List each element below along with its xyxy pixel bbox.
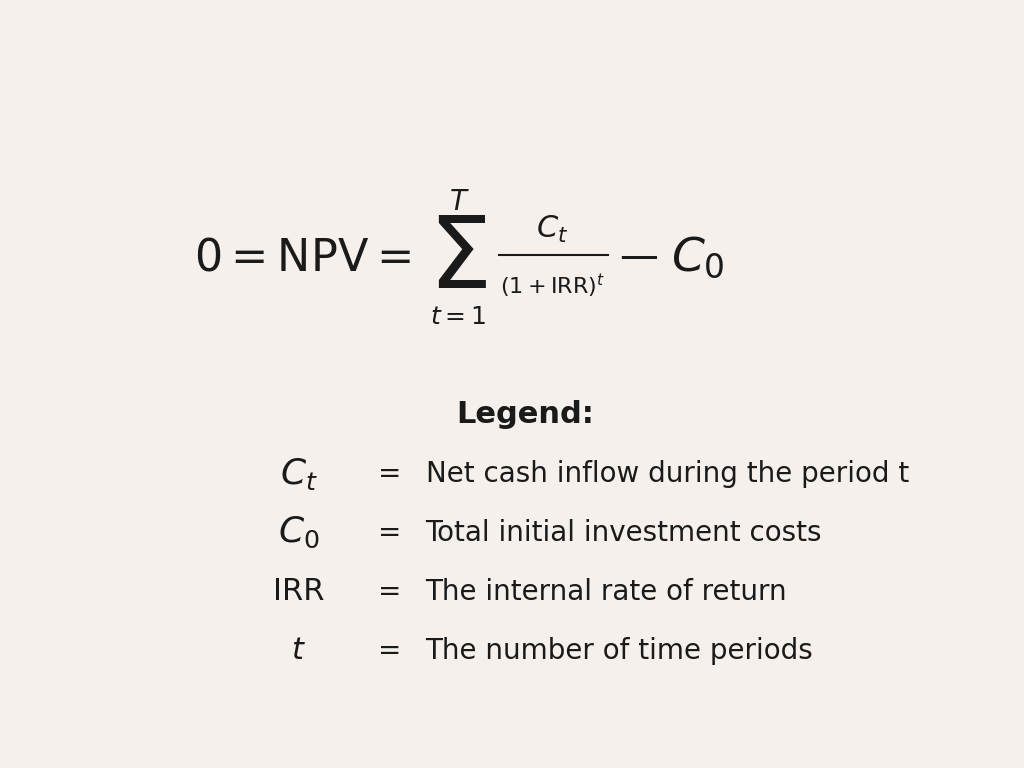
Text: =: = — [378, 578, 401, 606]
Text: $C_t$: $C_t$ — [537, 214, 568, 245]
Text: Legend:: Legend: — [456, 400, 594, 429]
Text: The internal rate of return: The internal rate of return — [426, 578, 787, 606]
Text: $(1+\mathrm{IRR})^t$: $(1+\mathrm{IRR})^t$ — [500, 272, 605, 300]
Text: $0 = \mathrm{NPV} =$: $0 = \mathrm{NPV} =$ — [195, 237, 411, 280]
Text: $t$: $t$ — [291, 637, 306, 666]
Text: $C_t$: $C_t$ — [280, 455, 317, 492]
Text: $t{=}1$: $t{=}1$ — [430, 305, 486, 329]
Text: Total initial investment costs: Total initial investment costs — [426, 518, 822, 547]
Text: IRR: IRR — [272, 578, 325, 607]
Text: =: = — [378, 637, 401, 665]
Text: $C_0$: $C_0$ — [671, 235, 725, 280]
Text: The number of time periods: The number of time periods — [426, 637, 813, 665]
Text: $T$: $T$ — [450, 187, 470, 216]
Text: $C_0$: $C_0$ — [278, 515, 319, 551]
Text: —: — — [618, 237, 657, 276]
Text: =: = — [378, 518, 401, 547]
Text: $\Sigma$: $\Sigma$ — [428, 212, 486, 310]
Text: =: = — [378, 459, 401, 488]
Text: Net cash inflow during the period t: Net cash inflow during the period t — [426, 459, 909, 488]
